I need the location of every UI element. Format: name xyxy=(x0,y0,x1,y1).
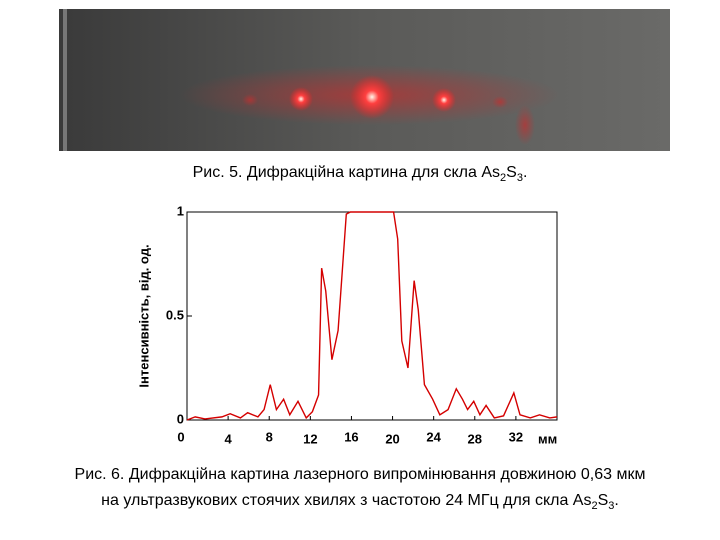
x-tick-label: 8 xyxy=(266,429,273,444)
y-axis-label: Інтенсивність, від. од. xyxy=(136,244,151,387)
x-tick-label: 16 xyxy=(344,429,358,444)
x-tick-label: 20 xyxy=(385,431,399,446)
caption-text: . xyxy=(522,164,528,181)
x-tick-label: 0 xyxy=(177,429,184,444)
x-tick-label: 32 xyxy=(509,429,523,444)
x-tick-label: 24 xyxy=(426,429,441,444)
caption-text: S xyxy=(506,164,517,181)
y-tick-label: 1 xyxy=(177,203,184,218)
x-axis-label: мм xyxy=(538,431,557,446)
intensity-line xyxy=(186,211,558,421)
caption-text: . xyxy=(614,492,619,509)
caption-line: на ультразвукових стоячих хвилях з часто… xyxy=(0,488,720,519)
caption-sub: 2 xyxy=(591,500,598,513)
x-tick-label: 12 xyxy=(303,431,317,446)
figure5-caption: Рис. 5. Дифракційна картина для скла As2… xyxy=(0,164,720,184)
y-tick-label: 0.5 xyxy=(166,307,184,322)
plot-frame xyxy=(186,211,558,421)
caption-text: на ультразвукових стоячих хвилях з часто… xyxy=(101,492,592,509)
x-tick-label: 4 xyxy=(224,431,232,446)
diffraction-photo xyxy=(59,9,670,151)
caption-line: Рис. 6. Дифракційна картина лазерного ви… xyxy=(74,466,646,483)
y-tick-label: 0 xyxy=(177,411,184,426)
caption-sub: 3 xyxy=(516,172,523,185)
caption-text: S xyxy=(597,492,609,509)
caption-sub: 2 xyxy=(500,172,507,185)
caption-text: Рис. 5. Дифракційна картина для скла As xyxy=(192,164,501,181)
figure6-caption: Рис. 6. Дифракційна картина лазерного ви… xyxy=(0,462,720,519)
caption-sub: 3 xyxy=(608,500,615,513)
x-tick-label: 28 xyxy=(468,431,482,446)
